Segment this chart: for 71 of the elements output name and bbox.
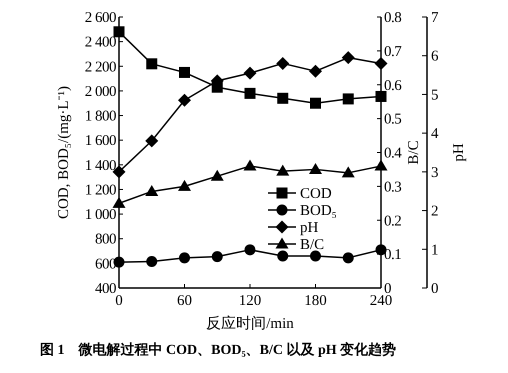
point [376, 90, 386, 102]
point [310, 250, 321, 262]
y2-tick-label: 0.6 [384, 78, 402, 94]
y2-tick-label: 0.8 [384, 10, 402, 26]
point [244, 66, 256, 80]
y2-tick-label: 0.2 [384, 213, 402, 230]
point [146, 256, 158, 268]
y-tick-label: 800 [95, 232, 116, 248]
point [179, 252, 190, 264]
legend-label: COD [300, 186, 332, 202]
y-tick-label: 1 800 [84, 108, 116, 125]
y3-tick-label: 7 [431, 10, 439, 26]
point [342, 93, 354, 104]
y-tick-label: 2 200 [84, 59, 116, 76]
point [309, 162, 322, 174]
y3-tick-label: 4 [431, 126, 439, 142]
legend-label: pH [300, 220, 318, 236]
y3-tick-label: 0 [431, 281, 438, 297]
y2-tick-label: 0.5 [384, 112, 402, 128]
point [212, 251, 223, 262]
y3-tick-label: 2 [431, 204, 438, 220]
y3-tick-label: 3 [431, 164, 438, 181]
y2-axis-title: B/C [406, 140, 422, 165]
point [178, 180, 191, 191]
point [244, 88, 256, 99]
y-tick-label: 2 400 [84, 34, 116, 51]
point [342, 166, 355, 178]
point [309, 64, 322, 78]
point [112, 196, 126, 208]
point [342, 51, 355, 64]
point [179, 66, 190, 78]
y-tick-label: 1 200 [84, 182, 116, 198]
legend-label: B/C [300, 237, 324, 253]
point [114, 26, 124, 38]
point [145, 184, 158, 196]
x-tick-label: 180 [304, 293, 327, 309]
y2-tick-label: 0.7 [384, 44, 402, 60]
y-tick-label: 1 000 [84, 207, 116, 224]
point [342, 252, 354, 264]
point [374, 56, 388, 70]
y-tick-label: 1 400 [84, 158, 116, 174]
legend-label: BOD₅ [300, 203, 337, 219]
y-tick-label: 2 000 [84, 84, 116, 100]
point [277, 92, 288, 104]
y2-tick-label: 0.4 [384, 146, 402, 162]
point [374, 160, 388, 171]
y3-tick-label: 6 [431, 48, 439, 65]
x-tick-label: 0 [115, 293, 123, 309]
point [145, 134, 158, 148]
y-tick-label: 1 600 [84, 133, 116, 150]
y3-tick-label: 1 [431, 242, 438, 258]
point [310, 98, 321, 109]
x-tick-label: 240 [370, 293, 392, 309]
x-tick-label: 120 [238, 293, 262, 309]
point [277, 250, 288, 262]
y3-tick-label: 5 [431, 87, 438, 104]
y3-axis-title: pH [451, 143, 467, 162]
point [244, 244, 256, 256]
y2-tick-label: 0.3 [384, 179, 402, 196]
y-tick-label: 400 [95, 281, 116, 297]
y-axis-title: COD, BOD₅/(mg·L⁻¹) [56, 86, 72, 220]
point [178, 94, 191, 107]
x-axis-title: 反应时间/min [206, 315, 294, 332]
point [210, 170, 224, 181]
point [276, 56, 290, 70]
point [276, 164, 290, 176]
caption: 图 1 微电解过程中 COD、BOD₅、B/C 以及 pH 变化趋势 [40, 341, 396, 358]
y-tick-label: 2 600 [84, 10, 116, 26]
x-tick-label: 60 [177, 293, 192, 309]
point [146, 58, 158, 70]
point [244, 160, 256, 171]
